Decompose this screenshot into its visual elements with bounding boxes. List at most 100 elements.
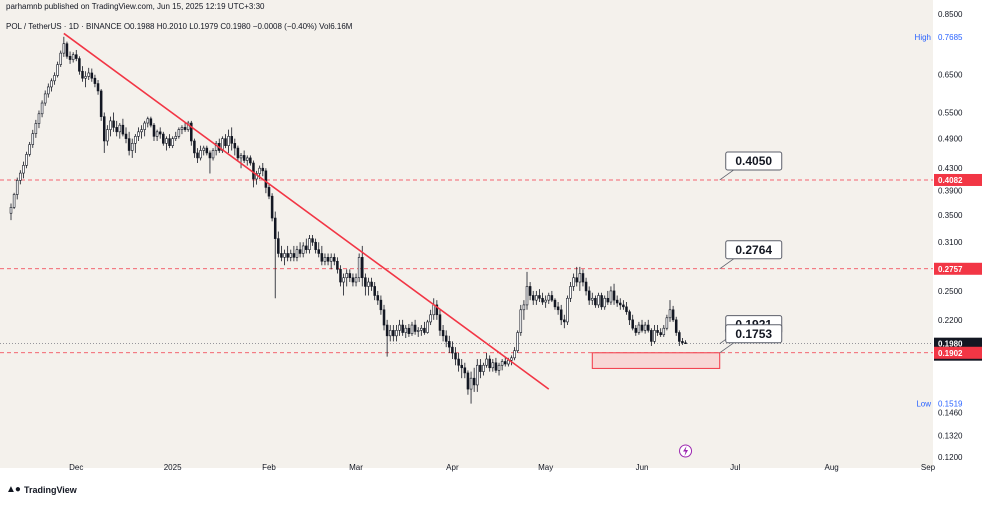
- candle[interactable]: [404, 325, 408, 339]
- candle[interactable]: [441, 325, 445, 342]
- candle[interactable]: [482, 362, 485, 376]
- candle[interactable]: [466, 370, 470, 395]
- candle[interactable]: [121, 118, 125, 137]
- candle[interactable]: [305, 238, 308, 254]
- candle[interactable]: [15, 177, 19, 200]
- candle[interactable]: [152, 123, 156, 141]
- candle[interactable]: [476, 359, 479, 392]
- candle[interactable]: [333, 253, 336, 266]
- candle[interactable]: [320, 245, 324, 266]
- candle[interactable]: [270, 193, 274, 222]
- candle[interactable]: [388, 325, 392, 342]
- candle[interactable]: [429, 309, 432, 326]
- candle[interactable]: [594, 295, 597, 308]
- candle[interactable]: [646, 319, 650, 333]
- candle[interactable]: [556, 302, 560, 315]
- tradingview-brand[interactable]: ▲● TradingView: [6, 484, 77, 495]
- candle[interactable]: [538, 289, 541, 303]
- candle[interactable]: [193, 138, 196, 158]
- candle[interactable]: [563, 314, 566, 329]
- candle[interactable]: [547, 292, 551, 304]
- candle[interactable]: [109, 116, 112, 137]
- candle[interactable]: [112, 112, 115, 132]
- candle[interactable]: [603, 295, 606, 310]
- candle[interactable]: [684, 340, 687, 344]
- candle[interactable]: [180, 125, 184, 135]
- candle[interactable]: [329, 253, 333, 270]
- candle[interactable]: [283, 249, 286, 266]
- candle[interactable]: [230, 127, 233, 151]
- candle[interactable]: [494, 357, 498, 373]
- candle[interactable]: [348, 269, 352, 283]
- candle[interactable]: [600, 292, 603, 310]
- candle[interactable]: [357, 253, 361, 283]
- candle[interactable]: [457, 353, 460, 372]
- candle[interactable]: [420, 325, 423, 336]
- candle[interactable]: [525, 271, 529, 310]
- candle[interactable]: [298, 242, 302, 258]
- candle[interactable]: [158, 127, 162, 139]
- candle[interactable]: [674, 316, 678, 336]
- candle[interactable]: [308, 235, 311, 254]
- candle[interactable]: [345, 269, 348, 287]
- candle[interactable]: [301, 242, 305, 258]
- candle[interactable]: [413, 319, 417, 335]
- candle[interactable]: [463, 362, 467, 379]
- candle[interactable]: [168, 134, 171, 149]
- candle[interactable]: [364, 273, 367, 296]
- candle[interactable]: [643, 321, 647, 334]
- candle[interactable]: [653, 325, 656, 344]
- candle[interactable]: [242, 150, 246, 163]
- candle[interactable]: [569, 282, 572, 303]
- candle[interactable]: [81, 66, 84, 82]
- candle[interactable]: [662, 325, 666, 337]
- candle[interactable]: [277, 231, 280, 258]
- candle[interactable]: [183, 123, 187, 132]
- candle[interactable]: [146, 116, 150, 128]
- candle[interactable]: [317, 242, 321, 258]
- candle[interactable]: [678, 330, 681, 346]
- candle[interactable]: [174, 131, 178, 141]
- candle[interactable]: [407, 323, 411, 337]
- candle[interactable]: [127, 131, 131, 156]
- candle[interactable]: [9, 203, 13, 221]
- candle[interactable]: [190, 120, 193, 146]
- candle[interactable]: [273, 211, 277, 299]
- candle[interactable]: [454, 347, 457, 366]
- candle[interactable]: [196, 148, 199, 163]
- candle[interactable]: [162, 131, 165, 146]
- candle[interactable]: [31, 129, 35, 148]
- candle[interactable]: [261, 162, 265, 177]
- candle[interactable]: [68, 51, 72, 64]
- candle[interactable]: [671, 305, 675, 322]
- candle[interactable]: [656, 325, 659, 336]
- candle[interactable]: [535, 290, 538, 305]
- candle[interactable]: [96, 79, 100, 95]
- candle[interactable]: [149, 116, 153, 128]
- candle[interactable]: [612, 283, 616, 305]
- demand-zone[interactable]: [591, 352, 721, 369]
- candle[interactable]: [528, 282, 532, 301]
- candle[interactable]: [367, 277, 370, 296]
- candle[interactable]: [541, 292, 544, 305]
- candle[interactable]: [681, 338, 684, 345]
- candle[interactable]: [398, 319, 401, 336]
- candle[interactable]: [87, 67, 90, 80]
- candle[interactable]: [336, 257, 339, 274]
- candle[interactable]: [50, 78, 53, 92]
- candle[interactable]: [392, 325, 395, 342]
- candle[interactable]: [497, 362, 501, 376]
- candle[interactable]: [214, 140, 218, 156]
- candle[interactable]: [22, 161, 25, 179]
- candle[interactable]: [295, 245, 299, 262]
- candle[interactable]: [572, 273, 575, 291]
- candle[interactable]: [227, 129, 230, 153]
- candle[interactable]: [500, 359, 504, 371]
- candle[interactable]: [47, 83, 50, 98]
- candle[interactable]: [40, 100, 44, 118]
- candle[interactable]: [553, 298, 557, 310]
- candle[interactable]: [314, 238, 317, 254]
- candle[interactable]: [379, 295, 383, 315]
